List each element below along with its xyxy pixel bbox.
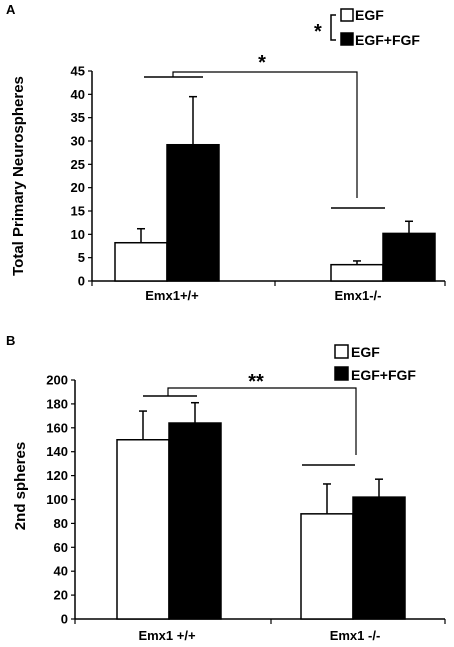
legend-b: EGF EGF+FGF [334,344,416,383]
legend-swatch-egf-a [340,8,354,22]
bar-b [352,496,406,620]
legend-label-egf-b: EGF [351,344,380,360]
category-label-a: Emx1-/- [335,288,382,303]
bar-b [300,513,354,620]
y-tick-label-a: 40 [71,87,85,102]
y-tick-label-a: 45 [71,64,85,79]
y-tick-label-b: 160 [46,420,68,435]
panel-label-b: B [6,333,15,348]
bar-b [116,439,170,620]
panel-a: A Total Primary Neurospheres * EGF EGF+F… [6,2,446,303]
legend-swatch-egf-fgf-b [334,366,349,381]
y-axis-label-b: 2nd spheres [12,442,29,530]
y-tick-label-b: 0 [61,612,68,627]
y-tick-label-a: 0 [78,274,85,289]
comparison-star-b: ** [248,371,264,393]
plot-area-a: 0 5 10 15 20 25 30 35 40 45 Emx1+/+ Emx1-/- [71,64,446,303]
y-tick-label-b: 20 [54,588,68,603]
panel-b: B 2nd spheres EGF EGF+FGF 0 20 40 60 80 100 12… [6,333,446,643]
y-tick-label-a: 30 [71,134,85,149]
y-tick-label-b: 140 [46,444,68,459]
bar-b [168,422,222,620]
plot-area-b: 0 20 40 60 80 100 120 140 160 180 200 Emx1 +/+ Emx1 … [46,373,446,643]
bar-a [114,241,168,282]
legend-label-egf-fgf-a: EGF+FGF [355,32,420,48]
y-tick-label-a: 10 [71,227,85,242]
y-tick-label-a: 5 [78,250,85,265]
y-tick-label-a: 15 [71,204,85,219]
legend-label-egf-fgf-b: EGF+FGF [351,367,416,383]
bar-a [382,232,436,282]
legend-bracket-a [330,14,336,41]
category-label-b: Emx1 +/+ [138,628,196,643]
y-tick-label-b: 60 [54,540,68,555]
y-tick-label-b: 200 [46,373,68,388]
comparison-star-a: * [258,52,266,74]
category-label-a: Emx1+/+ [145,288,199,303]
y-tick-label-b: 180 [46,396,68,411]
y-tick-label-a: 25 [71,157,85,172]
y-tick-label-b: 40 [54,564,68,579]
y-tick-label-b: 100 [46,492,68,507]
category-label-b: Emx1 -/- [330,628,381,643]
y-tick-label-b: 80 [54,516,68,531]
panel-label-a: A [6,2,16,17]
y-tick-label-a: 35 [71,110,85,125]
comparison-bracket-b [167,387,357,455]
y-tick-label-b: 120 [46,468,68,483]
legend-significance-star-a: * [314,21,322,43]
legend-swatch-egf-fgf-a [340,32,354,46]
legend-a: * EGF EGF+FGF [314,7,420,48]
legend-swatch-egf-b [334,344,349,359]
legend-label-egf-a: EGF [355,7,384,23]
bar-a [166,143,220,282]
bar-a [330,263,384,282]
comparison-bracket-a [172,71,358,198]
y-axis-label-a: Total Primary Neurospheres [10,76,27,276]
y-tick-label-a: 20 [71,180,85,195]
